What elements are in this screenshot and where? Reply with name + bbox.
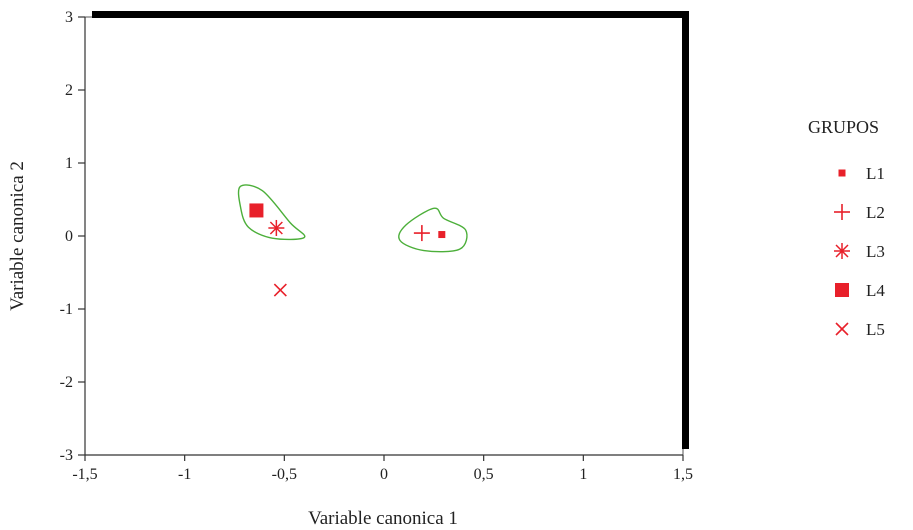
plot-frame [84, 11, 689, 456]
axes: -1,5 -1 -0,5 0 0,5 1 1,5 -3 -2 -1 0 1 2 3 [60, 9, 693, 483]
y-tick-label: 2 [65, 82, 73, 99]
y-tick-label: 1 [65, 155, 73, 172]
frame-shadow-top [92, 11, 688, 18]
cluster-outline [237, 184, 306, 241]
legend-marker-l5 [835, 322, 849, 336]
cluster-outline [398, 207, 468, 253]
legend-label: L2 [866, 203, 885, 222]
legend-label: L5 [866, 320, 885, 339]
legend-label: L4 [866, 281, 885, 300]
x-axis-title: Variable canonica 1 [308, 508, 458, 529]
y-tick-label: -1 [60, 301, 73, 318]
x-tick-label: 1 [579, 466, 587, 483]
y-tick-label: 3 [65, 9, 73, 26]
cluster-outlines [237, 184, 468, 253]
legend: GRUPOS L1 L2 L3 L4 L5 [808, 117, 885, 339]
data-points [249, 203, 446, 297]
legend-item: L1 [838, 164, 885, 183]
data-point-l4 [249, 203, 264, 218]
x-tick-label: 0 [380, 466, 388, 483]
data-point-l3 [268, 219, 285, 236]
x-tick-label: 0,5 [474, 466, 494, 483]
legend-item: L5 [835, 320, 885, 339]
x-tick-label: -0,5 [272, 466, 297, 483]
legend-marker-l1 [838, 169, 846, 177]
data-point-l5 [273, 283, 287, 297]
legend-marker-l4 [835, 283, 849, 297]
frame-shadow-right [682, 11, 689, 449]
x-tick-label: 1,5 [673, 466, 693, 483]
legend-marker-l2 [834, 204, 850, 220]
x-tick-label: -1 [178, 466, 191, 483]
legend-marker-l3 [834, 243, 850, 259]
data-point-l2 [413, 225, 430, 242]
data-point-l1 [438, 231, 446, 239]
y-tick-label: -3 [60, 447, 73, 464]
x-tick-label: -1,5 [72, 466, 97, 483]
legend-title: GRUPOS [808, 117, 879, 137]
plot-border [84, 16, 684, 456]
y-tick-label: -2 [60, 374, 73, 391]
y-tick-label: 0 [65, 228, 73, 245]
legend-item: L4 [835, 281, 885, 300]
legend-item: L3 [834, 242, 885, 261]
legend-item: L2 [834, 203, 885, 222]
legend-label: L1 [866, 164, 885, 183]
legend-label: L3 [866, 242, 885, 261]
y-axis-title: Variable canonica 2 [7, 161, 28, 311]
